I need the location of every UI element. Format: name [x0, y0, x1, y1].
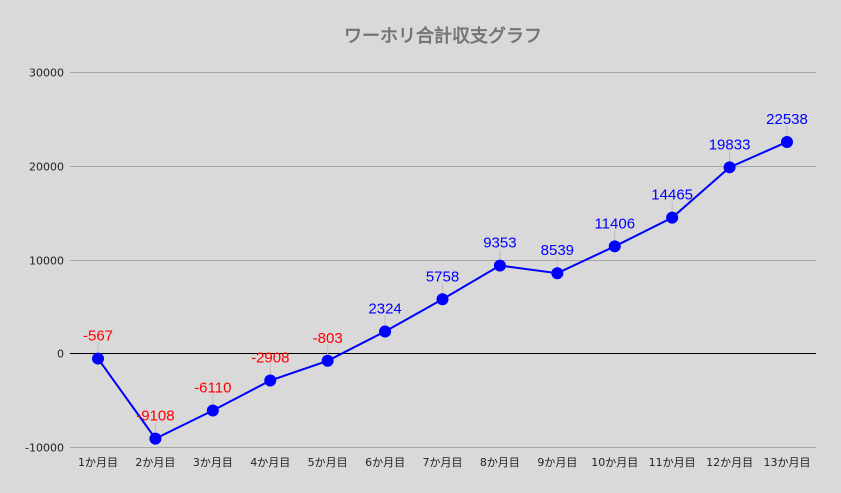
data-point-marker [551, 267, 564, 280]
x-axis-tick-label: 8か月目 [480, 456, 520, 469]
x-axis-tick-label: 7か月目 [423, 456, 463, 469]
x-axis-tick-label: 13か月目 [764, 456, 811, 469]
y-axis-tick-label: 10000 [29, 255, 64, 268]
data-label: 14465 [651, 187, 693, 204]
x-axis-tick-label: 5か月目 [308, 456, 348, 469]
data-point-marker [781, 135, 793, 148]
data-point-marker [264, 374, 277, 387]
data-point-marker [321, 354, 334, 367]
y-axis-tick-label: -10000 [25, 442, 64, 455]
chart-title: ワーホリ合計収支グラフ [344, 26, 542, 47]
x-axis-tick-label: 9か月目 [537, 456, 577, 469]
data-label: 5758 [426, 268, 459, 285]
x-axis-tick-label: 11か月目 [649, 456, 696, 469]
data-label: 2324 [368, 300, 401, 317]
x-axis-tick-label: 6か月目 [365, 456, 405, 469]
y-axis-tick-label: 20000 [29, 161, 64, 174]
data-point-marker [379, 325, 392, 338]
data-point-marker [608, 240, 621, 253]
x-axis-tick-label: 1か月目 [78, 456, 118, 469]
data-label: 19833 [709, 136, 751, 153]
data-label: 9353 [483, 235, 516, 252]
data-point-marker [149, 432, 162, 445]
data-label: 8539 [541, 242, 574, 259]
x-axis-tick-label: 2か月目 [135, 456, 175, 469]
data-point-marker [493, 259, 506, 272]
data-label: -2908 [251, 350, 289, 367]
data-point-marker [723, 161, 736, 174]
x-axis-tick-label: 12か月目 [706, 456, 753, 469]
data-point-marker [666, 211, 679, 224]
x-axis-tick-label: 4か月目 [250, 456, 290, 469]
data-point-marker [436, 293, 449, 306]
data-label: 22538 [766, 111, 808, 128]
data-point-marker [206, 404, 219, 417]
x-axis-tick-label: 3か月目 [193, 456, 233, 469]
data-label: -9108 [136, 408, 174, 425]
data-label: -803 [313, 330, 343, 347]
x-axis-tick-label: 10か月目 [591, 456, 638, 469]
data-label: -6110 [194, 380, 231, 397]
y-axis-tick-label: 0 [57, 348, 64, 361]
data-point-marker [92, 352, 104, 365]
data-label: -567 [83, 328, 113, 345]
y-axis-tick-label: 30000 [29, 67, 64, 80]
data-label: 11406 [594, 215, 635, 232]
